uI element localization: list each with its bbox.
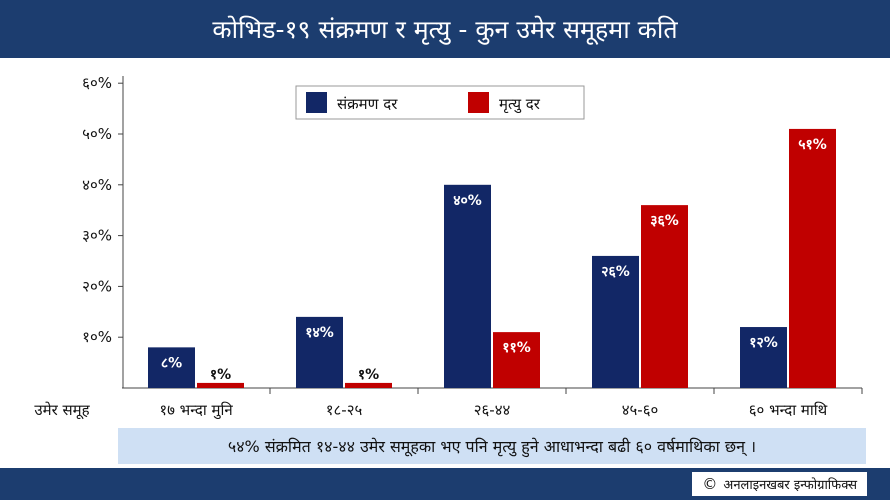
legend-box [295, 85, 585, 120]
legend-label: संक्रमण दर [337, 95, 398, 113]
credit-text: अनलाइनखबर इन्फोग्राफिक्स [723, 478, 857, 493]
data-label: १२% [749, 335, 778, 351]
y-tick-label: २०% [82, 277, 112, 295]
x-tick-label: ४५-६० [622, 401, 659, 419]
bar-chart: १०% २०% ३०% ४०% ५०% ६०% १७ भन्दा मुनि १८-२५ २६-४… [34, 74, 863, 420]
bar-infection [740, 327, 787, 388]
data-label: १४% [305, 325, 334, 341]
y-tick-label: ५०% [82, 125, 112, 143]
legend-swatch [306, 92, 327, 113]
copyright-icon: © [702, 475, 718, 493]
footnote-text: ५४% संक्रमित १४-४४ उमेर समूहका भए पनि मृ… [227, 437, 757, 456]
y-tick-label: ४०% [82, 176, 112, 194]
legend-label: मृत्यु दर [499, 95, 541, 114]
x-axis-title: उमेर समूह [34, 401, 90, 420]
y-tick-label: ३०% [82, 227, 112, 245]
x-tick-label: ६० भन्दा माथि [749, 401, 828, 419]
y-tick-label: १०% [82, 328, 112, 346]
y-tick-label: ६०% [82, 74, 112, 92]
data-label: ५१% [798, 137, 827, 153]
data-label: १% [358, 367, 379, 383]
bar-death [493, 332, 540, 388]
bar-infection [592, 255, 639, 388]
footnote-banner: ५४% संक्रमित १४-४४ उमेर समूहका भए पनि मृ… [118, 428, 866, 464]
x-tick-label: २६-४४ [474, 401, 511, 419]
chart-title-banner: कोभिड-१९ संक्रमण र मृत्यु - कुन उमेर समू… [0, 0, 890, 58]
data-label: १% [210, 367, 231, 383]
bottom-bar: © अनलाइनखबर इन्फोग्राफिक्स [0, 468, 890, 500]
x-tick-label: १७ भन्दा मुनि [159, 401, 233, 420]
bar-infection [296, 316, 343, 388]
legend-swatch [468, 92, 489, 113]
bar-death [197, 382, 244, 388]
data-label: ४०% [453, 193, 482, 209]
bar-death [789, 128, 836, 389]
bar-infection [148, 347, 195, 388]
bar-infection [444, 184, 491, 388]
bar-death [641, 205, 688, 388]
chart-title: कोभिड-१९ संक्रमण र मृत्यु - कुन उमेर समू… [212, 15, 678, 44]
data-label: ८% [161, 355, 182, 371]
credit-badge: © अनलाइनखबर इन्फोग्राफिक्स [691, 471, 868, 497]
x-tick-label: १८-२५ [326, 401, 363, 419]
data-label: २६% [601, 264, 630, 280]
data-label: ११% [502, 340, 531, 356]
data-label: ३६% [650, 213, 679, 229]
bar-death [345, 382, 392, 388]
